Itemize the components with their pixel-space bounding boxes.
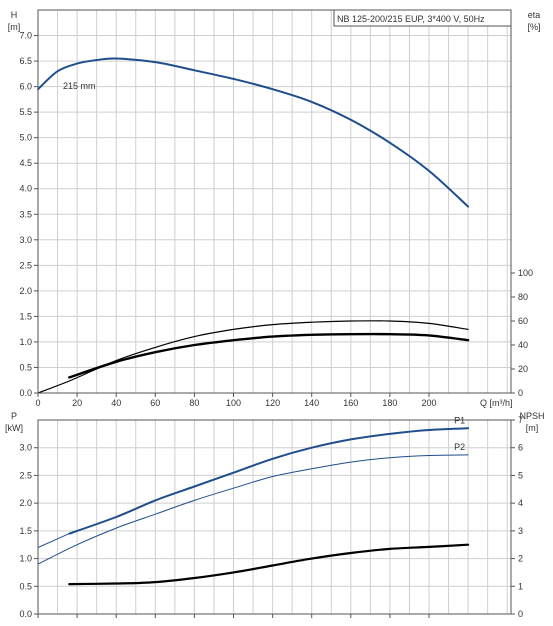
series-line-npsh xyxy=(68,543,470,586)
plot-frame-bottom xyxy=(37,419,512,615)
y-tick-label-npsh: 7 xyxy=(518,415,523,425)
y-tick-label-npsh: 2 xyxy=(518,554,523,564)
y-tick-label-head: 6.5 xyxy=(19,56,32,66)
y-tick-label-npsh: 5 xyxy=(518,470,523,480)
y-tick-label-eta: 80 xyxy=(518,292,528,302)
x-tick-label: 200 xyxy=(421,398,436,408)
x-tick-label: 60 xyxy=(150,398,160,408)
y-axis-unit-head: [m] xyxy=(8,22,21,32)
series-label-p2: P2 xyxy=(454,442,465,452)
x-tick-label: 20 xyxy=(72,398,82,408)
y-tick-label-head: 1.5 xyxy=(19,311,32,321)
x-tick-label: 120 xyxy=(265,398,280,408)
y-tick-label-head: 4.0 xyxy=(19,184,32,194)
y-tick-label-head: 2.0 xyxy=(19,286,32,296)
y-tick-label-eta: 100 xyxy=(518,268,533,278)
y-axis-unit-npsh: [m] xyxy=(526,423,539,433)
y-axis-label-power: P xyxy=(11,411,17,421)
x-tick-label: 140 xyxy=(304,398,319,408)
y-tick-label-head: 4.5 xyxy=(19,158,32,168)
y-tick-label-head: 5.0 xyxy=(19,133,32,143)
y-tick-label-head: 0.0 xyxy=(19,388,32,398)
x-tick-label: 40 xyxy=(111,398,121,408)
x-tick-label: 160 xyxy=(343,398,358,408)
y-tick-label-head: 6.0 xyxy=(19,82,32,92)
y-tick-label-npsh: 4 xyxy=(518,498,523,508)
x-axis-label: Q [m³/h] xyxy=(480,398,513,408)
x-tick-label: 0 xyxy=(35,398,40,408)
series-line-p2 xyxy=(37,454,469,565)
series-line-eta_thick xyxy=(68,332,470,379)
y-axis-label-npsh: NPSH xyxy=(519,411,544,421)
y-tick-label-power: 2.0 xyxy=(19,498,32,508)
y-tick-label-head: 3.5 xyxy=(19,209,32,219)
y-tick-label-power: 0.5 xyxy=(19,581,32,591)
y-tick-label-head: 5.5 xyxy=(19,107,32,117)
series-line-head_thin xyxy=(37,58,117,90)
y-tick-label-power: 2.5 xyxy=(19,470,32,480)
y-tick-label-head: 3.0 xyxy=(19,235,32,245)
chart-title: NB 125-200/215 EUP, 3*400 V, 50Hz xyxy=(337,14,485,24)
plot-frame-top xyxy=(37,9,512,394)
y-tick-label-head: 0.5 xyxy=(19,362,32,372)
y-tick-label-head: 1.0 xyxy=(19,337,32,347)
y-tick-label-npsh: 0 xyxy=(518,609,523,619)
y-axis-label-eta: eta xyxy=(528,10,541,20)
y-tick-label-npsh: 1 xyxy=(518,581,523,591)
x-tick-label: 100 xyxy=(226,398,241,408)
impeller-diameter-label: 215 mm xyxy=(63,81,96,91)
y-tick-label-power: 0.0 xyxy=(19,609,32,619)
y-tick-label-power: 1.5 xyxy=(19,526,32,536)
y-tick-label-power: 3.0 xyxy=(19,443,32,453)
chart-title-box xyxy=(333,9,512,27)
y-tick-label-head: 7.0 xyxy=(19,31,32,41)
series-label-p1: P1 xyxy=(454,415,465,425)
y-tick-label-eta: 20 xyxy=(518,364,528,374)
y-axis-unit-power: [kW] xyxy=(5,423,23,433)
y-tick-label-head: 2.5 xyxy=(19,260,32,270)
y-tick-label-power: 1.0 xyxy=(19,554,32,564)
x-tick-label: 180 xyxy=(382,398,397,408)
y-tick-label-npsh: 6 xyxy=(518,443,523,453)
y-tick-label-eta: 40 xyxy=(518,340,528,350)
y-tick-label-eta: 0 xyxy=(518,388,523,398)
series-line-p1_ext xyxy=(37,533,70,548)
series-line-p1 xyxy=(68,427,470,535)
y-axis-label-head: H xyxy=(11,10,18,20)
x-tick-label: 80 xyxy=(189,398,199,408)
y-tick-label-eta: 60 xyxy=(518,316,528,326)
y-tick-label-npsh: 3 xyxy=(518,526,523,536)
y-axis-unit-eta: [%] xyxy=(527,22,540,32)
